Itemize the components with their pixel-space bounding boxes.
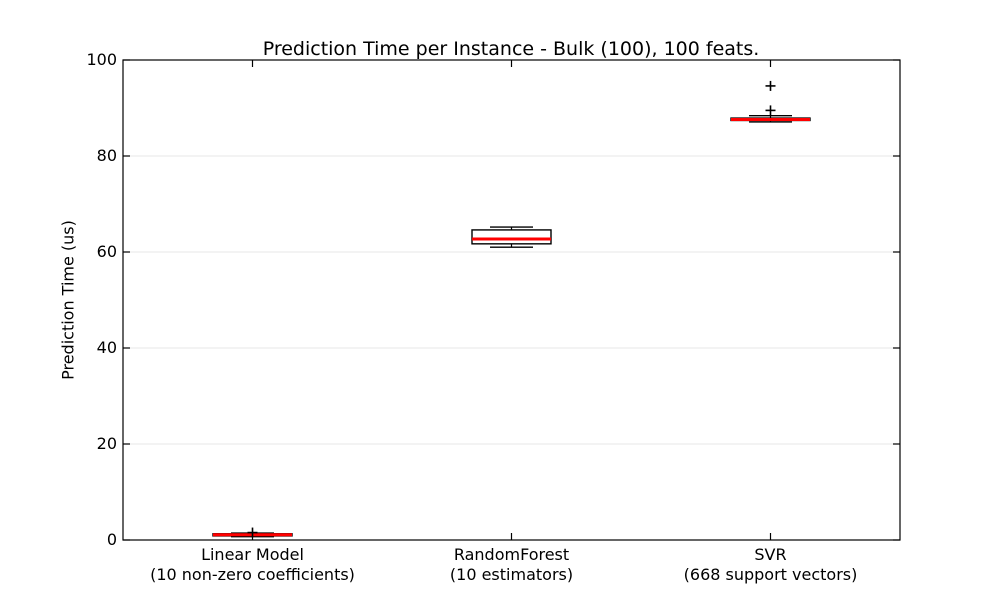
y-tick-label-100: 100 [86, 50, 117, 69]
y-axis-label: Prediction Time (us) [58, 220, 78, 380]
y-tick-label-0: 0 [106, 530, 117, 549]
category-detail: (10 estimators) [449, 565, 574, 584]
x-category-label-random-forest: RandomForest (10 estimators) [450, 545, 573, 585]
y-tick-label-20: 20 [96, 434, 117, 453]
y-tick-label-40: 40 [96, 338, 117, 357]
category-name: Linear Model [201, 545, 304, 564]
x-category-label-linear-model: Linear Model (10 non-zero coefficients) [150, 545, 355, 585]
x-category-label-svr: SVR (668 support vectors) [684, 545, 858, 585]
category-name: RandomForest [453, 545, 570, 564]
category-name: SVR [754, 545, 787, 564]
category-detail: (668 support vectors) [683, 565, 858, 584]
y-tick-label-80: 80 [96, 146, 117, 165]
chart-title: Prediction Time per Instance - Bulk (100… [262, 38, 760, 60]
category-detail: (10 non-zero coefficients) [150, 565, 355, 584]
y-tick-label-60: 60 [96, 242, 117, 261]
